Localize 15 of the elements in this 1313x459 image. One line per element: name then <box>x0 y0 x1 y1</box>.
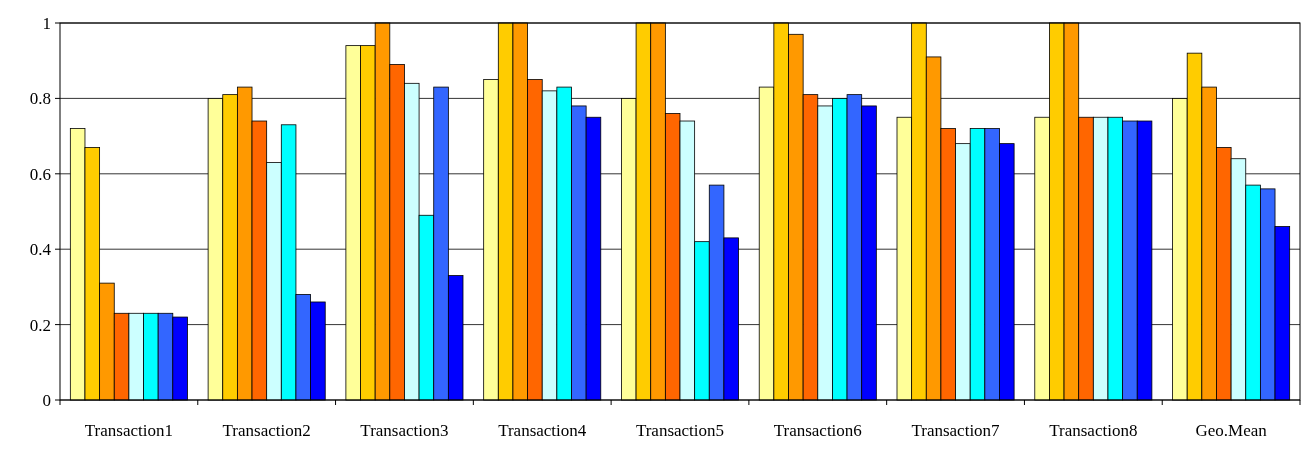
y-tick-label: 0.6 <box>29 164 51 184</box>
x-tick-label: Transaction6 <box>773 421 862 440</box>
x-tick-label: Transaction4 <box>498 421 587 440</box>
x-tick-label: Geo.Mean <box>1195 421 1268 440</box>
y-tick-label: 1 <box>42 13 51 33</box>
x-tick-label: Transaction2 <box>222 421 311 440</box>
x-tick-label: Transaction3 <box>360 421 449 440</box>
y-tick-label: 0.2 <box>29 315 51 335</box>
x-tick-label: Transaction7 <box>911 421 1001 440</box>
x-tick-label: Transaction1 <box>84 421 173 440</box>
y-tick-label: 0.8 <box>29 89 51 109</box>
x-tick-label: Transaction5 <box>635 421 725 440</box>
y-tick-label: 0.4 <box>29 240 52 260</box>
x-tick-label: Transaction8 <box>1049 421 1138 440</box>
y-tick-label: 0 <box>42 390 51 410</box>
